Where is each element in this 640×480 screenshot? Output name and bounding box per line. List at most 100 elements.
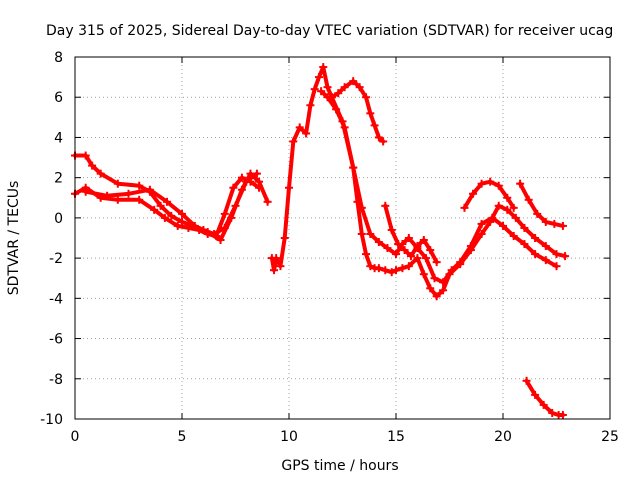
data-point [494, 201, 503, 210]
x-tick-label: 20 [494, 429, 512, 445]
data-point [394, 240, 403, 249]
data-point [430, 274, 439, 283]
data-point [88, 161, 97, 170]
data-point [255, 177, 264, 186]
data-point [439, 286, 448, 295]
data-point [499, 221, 507, 230]
y-tick-label: -8 [49, 372, 63, 388]
data-point [520, 240, 529, 249]
grid-layer [75, 57, 610, 419]
x-tick-label: 0 [71, 429, 80, 445]
data-point [163, 197, 172, 206]
data-point [552, 262, 561, 271]
data-point [520, 223, 529, 232]
data-point [334, 89, 343, 98]
data-point [541, 217, 550, 226]
data-point [419, 236, 428, 245]
data-point [413, 242, 422, 251]
data-point [531, 250, 540, 259]
data-point [387, 268, 396, 277]
x-tick-label: 10 [280, 429, 298, 445]
data-point [295, 123, 304, 132]
data-point [135, 195, 144, 204]
data-point [81, 187, 90, 196]
data-point [150, 205, 159, 214]
data-point [548, 408, 557, 417]
data-point [357, 203, 366, 212]
data-point [366, 262, 375, 271]
data-point [178, 217, 186, 226]
y-tick-label: 6 [54, 90, 63, 106]
data-point [362, 93, 371, 102]
data-point [289, 137, 298, 146]
data-point [419, 270, 428, 279]
data-point [229, 183, 238, 192]
data-point [447, 266, 456, 275]
data-point [426, 284, 435, 293]
data-point [355, 83, 364, 92]
data-point [541, 242, 550, 251]
data-point [533, 209, 542, 218]
data-point [511, 213, 520, 222]
data-point [178, 209, 186, 218]
data-point [406, 252, 415, 261]
data-point [398, 264, 407, 273]
data-point [237, 173, 246, 182]
data-point [558, 221, 567, 230]
data-point [349, 163, 358, 172]
data-point [421, 254, 430, 263]
y-tick-label: -10 [40, 412, 63, 428]
series-line-arc-1 [73, 175, 261, 238]
data-point [550, 219, 559, 228]
data-point [531, 390, 540, 399]
y-tick-label: -2 [49, 251, 63, 267]
data-point [541, 256, 550, 265]
x-tick-label: 5 [178, 429, 187, 445]
data-point [173, 221, 182, 230]
data-point [366, 229, 375, 238]
data-point [340, 83, 349, 92]
data-point [539, 400, 548, 409]
series-line-arc-5 [319, 89, 568, 299]
data-point [509, 231, 518, 240]
data-point [561, 252, 570, 261]
data-point [190, 221, 199, 230]
data-point [503, 205, 512, 214]
y-axis-label: SDTVAR / TECUs [6, 181, 22, 296]
y-tick-label: -6 [49, 332, 63, 348]
data-point [374, 264, 383, 273]
data-point [413, 254, 422, 263]
data-point [456, 258, 465, 267]
x-tick-label: 25 [601, 429, 619, 445]
data-point [167, 211, 176, 220]
y-tick-label: 4 [54, 130, 63, 146]
data-point [362, 250, 371, 259]
data-point [124, 189, 133, 198]
data-point [494, 181, 503, 190]
data-point [145, 185, 154, 194]
data-point [323, 83, 332, 92]
data-point [426, 246, 435, 255]
y-tick-label: 2 [54, 171, 63, 187]
data-point [558, 410, 567, 419]
chart-title: Day 315 of 2025, Sidereal Day-to-day VTE… [46, 23, 613, 39]
data-point [392, 266, 400, 275]
data-point [310, 85, 319, 94]
data-point [466, 242, 475, 251]
data-point [270, 266, 279, 275]
data-point [404, 234, 413, 242]
series-layer [71, 63, 570, 419]
data-point [503, 193, 512, 202]
data-point [366, 109, 375, 118]
x-axis-label: GPS time / hours [281, 458, 398, 474]
series-line-arc-10 [524, 378, 565, 417]
series-line-arc-3 [83, 171, 270, 242]
data-point [516, 179, 525, 188]
data-point [203, 227, 212, 236]
data-point [302, 129, 311, 138]
data-point [460, 203, 469, 212]
data-point [280, 234, 289, 242]
data-point [113, 195, 122, 204]
data-point [237, 185, 246, 194]
